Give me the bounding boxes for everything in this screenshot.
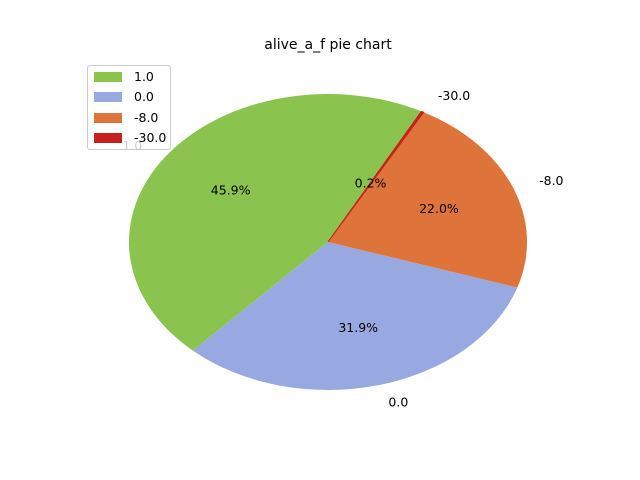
legend-item: 1.0: [94, 70, 154, 84]
legend-item: -30.0: [94, 131, 166, 145]
legend-label: -8.0: [134, 110, 159, 125]
legend-swatch: [94, 92, 122, 102]
legend-label: -30.0: [134, 130, 167, 145]
percent-labels: 45.9% 31.9% 22.0% 0.2%: [211, 175, 459, 335]
chart-title: alive_a_f pie chart: [264, 37, 392, 53]
pie-percent-label: 0.2%: [355, 175, 387, 190]
pie-slices: [128, 93, 527, 391]
pie-category-label: -8.0: [539, 173, 563, 188]
legend-swatch: [94, 133, 122, 143]
pie-category-label: 0.0: [388, 394, 408, 409]
pie-slice: [328, 112, 527, 288]
pie-slice: [192, 242, 518, 391]
legend-label: 1.0: [134, 69, 154, 84]
pie-percent-label: 22.0%: [419, 201, 459, 216]
pie-slice: [128, 93, 422, 351]
pie-slice: [327, 110, 425, 243]
legend-swatch: [94, 113, 122, 123]
legend-swatch: [94, 72, 122, 82]
pie-percent-label: 45.9%: [211, 183, 251, 198]
pie-category-label: -30.0: [438, 88, 470, 103]
legend-label: 0.0: [134, 89, 154, 104]
pie-percent-label: 31.9%: [338, 320, 378, 335]
legend-item: -8.0: [94, 111, 158, 125]
legend: 1.0 0.0 -8.0 -30.0: [87, 65, 171, 150]
legend-item: 0.0: [94, 90, 154, 104]
